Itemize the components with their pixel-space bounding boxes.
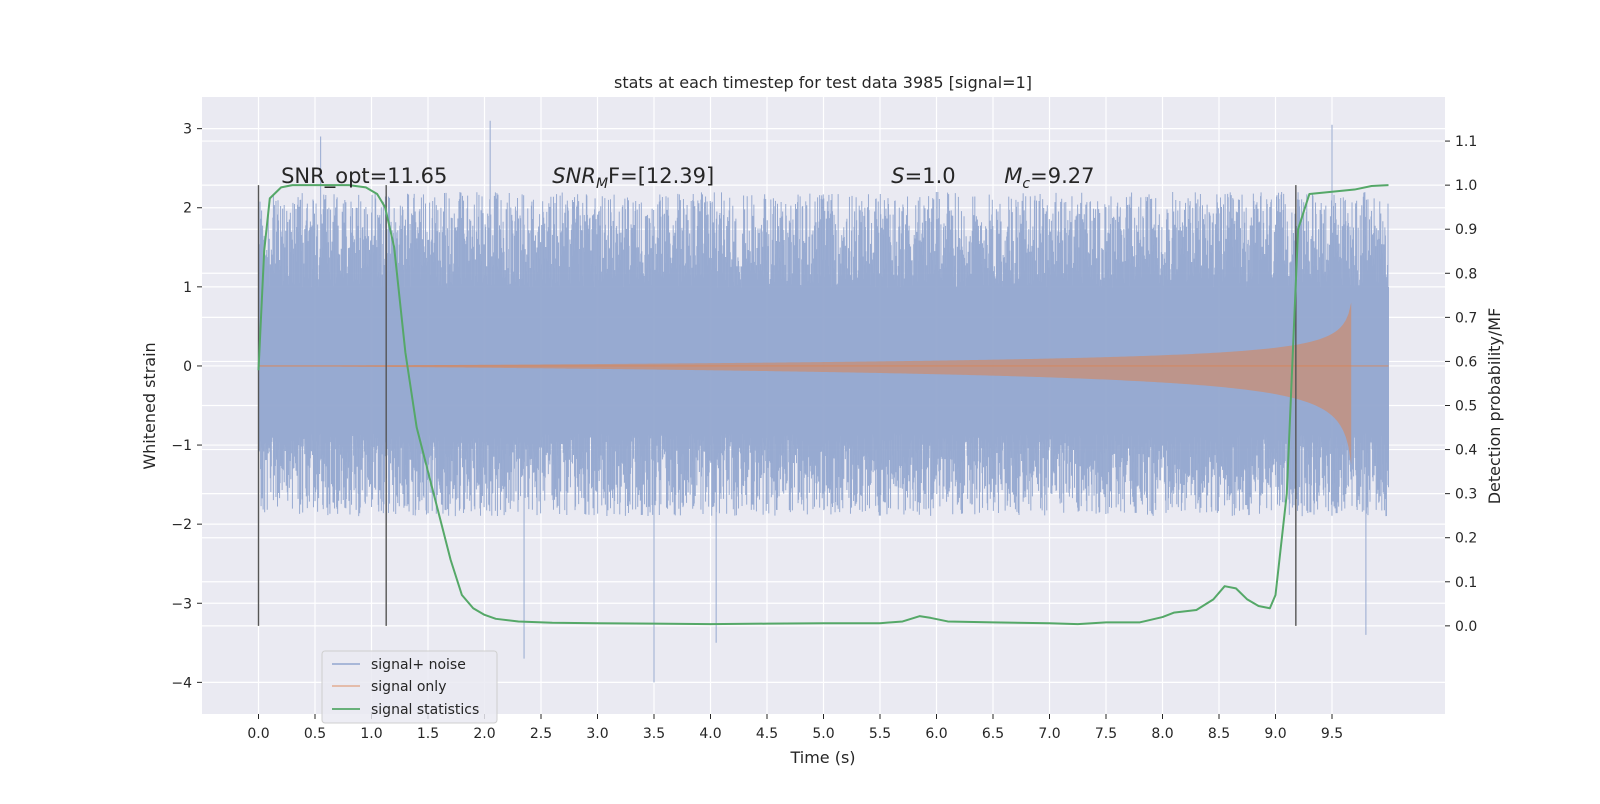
y-right-tick-label: 1.1: [1455, 134, 1477, 150]
annotation-text: S=1.0: [891, 164, 955, 188]
y-right-tick-label: 0.5: [1455, 399, 1477, 415]
y-right-tick-label: 0.1: [1455, 575, 1477, 591]
x-tick-label: 8.5: [1208, 726, 1230, 742]
y-left-tick-label: 0: [183, 359, 192, 375]
legend-label-signal-only: signal only: [371, 679, 446, 695]
y-left-tick-label: 1: [183, 280, 192, 296]
annotation-value: 11.65: [387, 164, 447, 188]
y-left-tick-label: −4: [171, 675, 192, 691]
annotation-label: SNR_opt=: [281, 164, 387, 189]
y-axis-left-title: Whitened strain: [140, 342, 159, 469]
annotation-subscript: c: [1022, 176, 1030, 192]
y-axis-right-title: Detection probability/MF: [1485, 308, 1504, 505]
x-tick-label: 7.0: [1038, 726, 1060, 742]
annotation-value: 9.27: [1048, 164, 1095, 188]
y-right-tick-label: 0.3: [1455, 487, 1477, 503]
annotation-suffix: =: [905, 164, 923, 188]
x-axis-title: Time (s): [789, 748, 855, 767]
annotation-suffix: =: [1030, 164, 1048, 188]
x-tick-label: 8.0: [1151, 726, 1173, 742]
y-right-tick-label: 0.7: [1455, 310, 1477, 326]
y-left-tick-label: −1: [171, 438, 192, 454]
x-tick-label: 4.5: [756, 726, 778, 742]
annotation-suffix: F=: [608, 164, 638, 188]
y-right-tick-label: 0.9: [1455, 222, 1477, 238]
series-signal-statistics: [257, 184, 1389, 626]
y-right-tick-label: 0.8: [1455, 266, 1477, 282]
annotation-label: M: [1004, 164, 1022, 188]
x-tick-label: 4.0: [699, 726, 721, 742]
y-left-tick-label: −3: [171, 596, 192, 612]
annotation-subscript: M: [596, 176, 608, 192]
y-right-tick-label: 1.0: [1455, 178, 1477, 194]
annotation-value: 1.0: [922, 164, 955, 188]
annotation-text: Mc=9.27: [1004, 164, 1094, 192]
annotation-text: SNR_opt=11.65: [281, 164, 447, 189]
y-right-tick-label: 0.4: [1455, 443, 1477, 459]
x-tick-label: 5.0: [812, 726, 834, 742]
x-tick-label: 6.0: [925, 726, 947, 742]
x-tick-label: 5.5: [869, 726, 891, 742]
x-tick-label: 0.5: [304, 726, 326, 742]
annotation-label: S: [891, 164, 904, 188]
legend: signal+ noise signal only signal statist…: [321, 650, 498, 724]
x-tick-label: 1.0: [360, 726, 382, 742]
x-tick-label: 2.5: [530, 726, 552, 742]
annotation-text: SNRMF=[12.39]: [552, 164, 714, 192]
y-right-tick-label: 0.2: [1455, 531, 1477, 547]
x-tick-label: 7.5: [1095, 726, 1117, 742]
y-left-tick-label: 3: [183, 122, 192, 138]
annotation-label: SNR: [552, 164, 596, 188]
annotations: SNR_opt=11.65 SNRMF=[12.39] S=1.0 Mc=9.27: [281, 164, 1094, 192]
x-tick-label: 1.5: [417, 726, 439, 742]
y-left-tick-label: −2: [171, 517, 192, 533]
x-tick-label: 6.5: [982, 726, 1004, 742]
ticks: 0.0 0.5 1.0 1.5 2.0 2.5 3.0 3.5 4.0 4.5 5.0 5.5 6.0 6…: [171, 122, 1477, 742]
chart-title: stats at each timestep for test data 398…: [614, 73, 1032, 92]
legend-box: [321, 650, 498, 724]
y-right-tick-label: 0.0: [1455, 619, 1477, 635]
x-tick-label: 0.0: [247, 726, 269, 742]
x-tick-label: 9.5: [1321, 726, 1343, 742]
annotation-value: [12.39]: [638, 164, 715, 188]
data-layer: [257, 120, 1389, 683]
x-tick-label: 3.0: [586, 726, 608, 742]
x-tick-label: 2.0: [473, 726, 495, 742]
y-left-tick-label: 2: [183, 201, 192, 217]
x-tick-label: 9.0: [1264, 726, 1286, 742]
y-right-tick-label: 0.6: [1455, 354, 1477, 370]
legend-label-signal-statistics: signal statistics: [371, 702, 479, 718]
legend-label-signal-noise: signal+ noise: [371, 657, 466, 673]
x-tick-label: 3.5: [643, 726, 665, 742]
